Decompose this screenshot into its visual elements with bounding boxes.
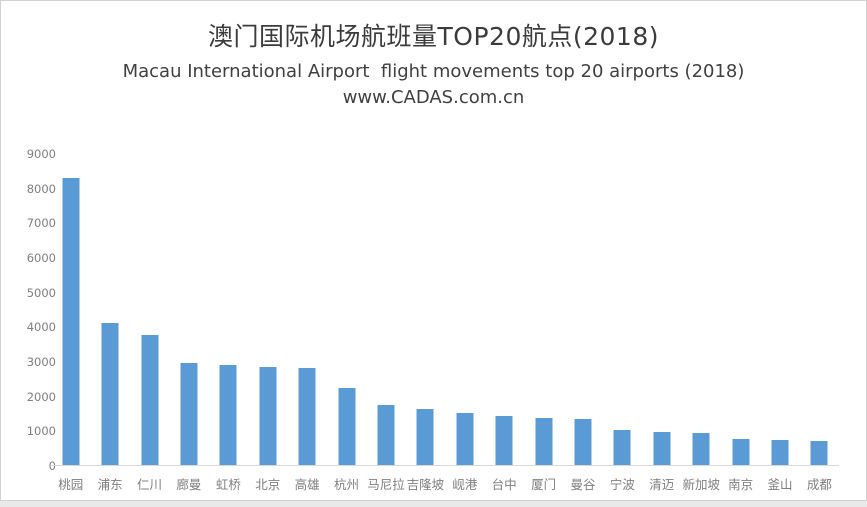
bar-slot bbox=[130, 154, 169, 465]
bar-南京 bbox=[732, 439, 750, 465]
bar-slot bbox=[603, 154, 642, 465]
bar-清迈 bbox=[653, 432, 671, 465]
bar-slot bbox=[800, 154, 839, 465]
y-axis-tick-label: 4000 bbox=[26, 320, 56, 335]
x-axis-labels: 桃园 浦东 仁川 廊曼 虹桥 北京 高雄 杭州 马尼拉 吉隆坡 岘港 台中 厦门 曼谷 宁波 清迈 新加坡 南京釜… bbox=[51, 474, 839, 493]
y-axis: 0 1000 2000 3000 4000 5000 6000 7000 8000 9000 bbox=[1, 1, 56, 502]
bar-宁波 bbox=[613, 430, 631, 465]
y-axis-tick-label: 9000 bbox=[26, 147, 56, 161]
x-axis-label: 杭州 bbox=[334, 477, 360, 492]
x-axis-label: 浦东 bbox=[97, 477, 123, 492]
bar-slot bbox=[524, 154, 563, 465]
x-axis-label: 釜山 bbox=[767, 477, 793, 492]
bar-slot bbox=[287, 154, 326, 465]
y-axis-tick-label: 6000 bbox=[26, 251, 56, 265]
x-axis-label: 桃园 bbox=[58, 477, 84, 492]
bar-slot bbox=[682, 154, 721, 465]
bar-高雄 bbox=[298, 367, 316, 465]
bar-北京 bbox=[259, 367, 277, 465]
x-axis-label: 马尼拉 bbox=[367, 477, 405, 492]
chart-source-url: www.CADAS.com.cn bbox=[342, 87, 525, 108]
bar-slot bbox=[445, 154, 484, 465]
y-axis-tick-label: 8000 bbox=[26, 181, 56, 196]
bar-slot bbox=[327, 154, 366, 465]
y-axis-tick-label: 3000 bbox=[26, 355, 56, 369]
bar-成都 bbox=[810, 440, 828, 465]
bar-岘港 bbox=[456, 413, 474, 465]
x-axis-label: 岘港 bbox=[452, 477, 478, 492]
plot-area bbox=[51, 154, 839, 466]
x-axis-label: 北京 bbox=[255, 477, 281, 492]
bar-slot bbox=[248, 154, 287, 465]
bar-slot bbox=[169, 154, 208, 465]
bar-slot bbox=[90, 154, 129, 465]
x-axis-label: 高雄 bbox=[294, 477, 320, 492]
y-axis-tick-label: 0 bbox=[48, 459, 56, 473]
x-axis-label: 曼谷 bbox=[570, 477, 596, 492]
bar-釜山 bbox=[771, 440, 789, 465]
x-axis-label: 清迈 bbox=[649, 477, 675, 492]
x-axis-label: 虹桥 bbox=[215, 477, 241, 492]
bar-曼谷 bbox=[574, 418, 592, 465]
chart-subtitle: Macau International Airport flight movem… bbox=[122, 61, 745, 82]
bar-slot bbox=[760, 154, 799, 465]
bar-slot bbox=[406, 154, 445, 465]
bar-slot bbox=[51, 154, 90, 465]
bar-slot bbox=[563, 154, 602, 465]
bar-仁川 bbox=[141, 335, 159, 465]
y-axis-tick-label: 2000 bbox=[26, 389, 56, 404]
bar-浦东 bbox=[101, 322, 119, 465]
bar-杭州 bbox=[338, 387, 356, 465]
chart-title: 澳门国际机场航班量TOP20航点(2018) bbox=[208, 22, 659, 51]
y-axis-tick-label: 7000 bbox=[26, 216, 56, 231]
y-axis-tick-label: 1000 bbox=[26, 424, 56, 439]
bar-slot bbox=[721, 154, 760, 465]
x-axis-label: 新加坡 bbox=[682, 477, 720, 492]
x-axis-label: 厦门 bbox=[531, 477, 557, 492]
bar-桃园 bbox=[62, 178, 80, 465]
x-axis-label: 南京 bbox=[728, 477, 754, 492]
bar-台中 bbox=[495, 416, 513, 465]
bar-厦门 bbox=[535, 418, 553, 465]
bar-新加坡 bbox=[692, 433, 710, 465]
x-axis-label: 廊曼 bbox=[176, 477, 202, 492]
bar-廊曼 bbox=[180, 363, 198, 465]
bar-slot bbox=[484, 154, 523, 465]
bar-slot bbox=[366, 154, 405, 465]
bar-slot bbox=[209, 154, 248, 465]
y-axis-tick-label: 5000 bbox=[26, 285, 56, 300]
x-axis-label: 台中 bbox=[491, 477, 517, 492]
bar-slot bbox=[642, 154, 681, 465]
x-axis-label: 吉隆坡 bbox=[406, 477, 445, 492]
x-axis-label: 仁川 bbox=[137, 477, 163, 492]
x-axis-label: 宁波 bbox=[609, 477, 635, 492]
bar-吉隆坡 bbox=[416, 409, 434, 465]
bar-虹桥 bbox=[219, 364, 237, 465]
x-axis-label: 成都 bbox=[806, 477, 832, 492]
bar-马尼拉 bbox=[377, 405, 395, 465]
